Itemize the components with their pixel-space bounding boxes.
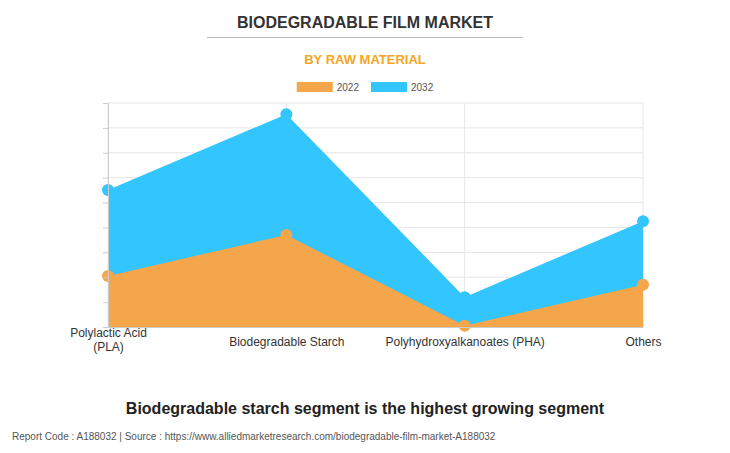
y-tick-mark: [103, 277, 108, 278]
marker: [459, 320, 471, 332]
x-tick-label-line: Polylactic Acid: [70, 326, 147, 340]
y-tick: [103, 128, 108, 129]
y-tick-mark: [103, 302, 108, 303]
legend: 2022 2032: [297, 82, 434, 93]
y-tick-mark: [103, 252, 108, 253]
x-tick: Biodegradable Starch: [229, 327, 344, 349]
caption: Biodegradable starch segment is the high…: [126, 400, 605, 417]
legend-swatch: [297, 82, 333, 92]
legend-swatch: [371, 82, 407, 92]
grid-line-y: [108, 152, 643, 153]
grid-line-y: [108, 103, 643, 104]
y-tick: [103, 203, 108, 204]
y-tick: [103, 252, 108, 253]
x-tick: Polylactic Acid(PLA): [70, 326, 147, 354]
y-tick: [103, 103, 108, 104]
subtitle: BY RAW MATERIAL: [304, 52, 426, 67]
chart: BIODEGRADABLE FILM MARKET BY RAW MATERIAL…: [0, 0, 730, 453]
marker: [459, 291, 471, 303]
legend-item: 2032: [371, 82, 434, 93]
x-tick: Others: [625, 327, 661, 349]
y-tick-mark: [103, 103, 108, 104]
source: Report Code : A188032 | Source : https:/…: [12, 431, 496, 442]
legend-item: 2022: [297, 82, 360, 93]
grid: [108, 103, 643, 327]
grid-line-y: [108, 127, 643, 128]
y-tick: [103, 302, 108, 303]
title: BIODEGRADABLE FILM MARKET: [237, 14, 493, 31]
y-axis-line: [103, 104, 109, 328]
y-axis: [103, 104, 109, 328]
series-area: [108, 235, 643, 327]
y-tick: [103, 277, 108, 278]
x-axis: Polylactic Acid(PLA) Biodegradable Starch…: [70, 326, 661, 354]
y-tick: [103, 153, 108, 154]
markers: [102, 108, 649, 332]
legend-label: 2032: [411, 82, 434, 93]
y-tick-mark: [103, 327, 108, 328]
y-tick-mark: [103, 128, 108, 129]
y-tick-mark: [103, 178, 108, 179]
marker: [280, 229, 292, 241]
x-tick: Polyhydroxyalkanoates (PHA): [385, 327, 544, 349]
y-tick: [103, 327, 108, 328]
y-tick-mark: [103, 153, 108, 154]
y-tick-mark: [103, 227, 108, 228]
x-tick-label: Biodegradable Starch: [229, 335, 344, 349]
x-tick-label: Polylactic Acid(PLA): [70, 326, 147, 354]
series-area: [108, 114, 643, 327]
y-tick: [103, 227, 108, 228]
marker: [280, 108, 292, 120]
x-tick-label: Polyhydroxyalkanoates (PHA): [385, 335, 544, 349]
legend-label: 2022: [337, 82, 360, 93]
plot-area: [108, 114, 643, 327]
title-underline: [207, 37, 523, 38]
y-tick: [103, 178, 108, 179]
x-tick-label: Others: [625, 335, 661, 349]
marker: [637, 215, 649, 227]
x-tick-label-line: (PLA): [93, 340, 124, 354]
marker: [637, 279, 649, 291]
y-tick-mark: [103, 203, 108, 204]
x-axis-line: [109, 327, 644, 328]
